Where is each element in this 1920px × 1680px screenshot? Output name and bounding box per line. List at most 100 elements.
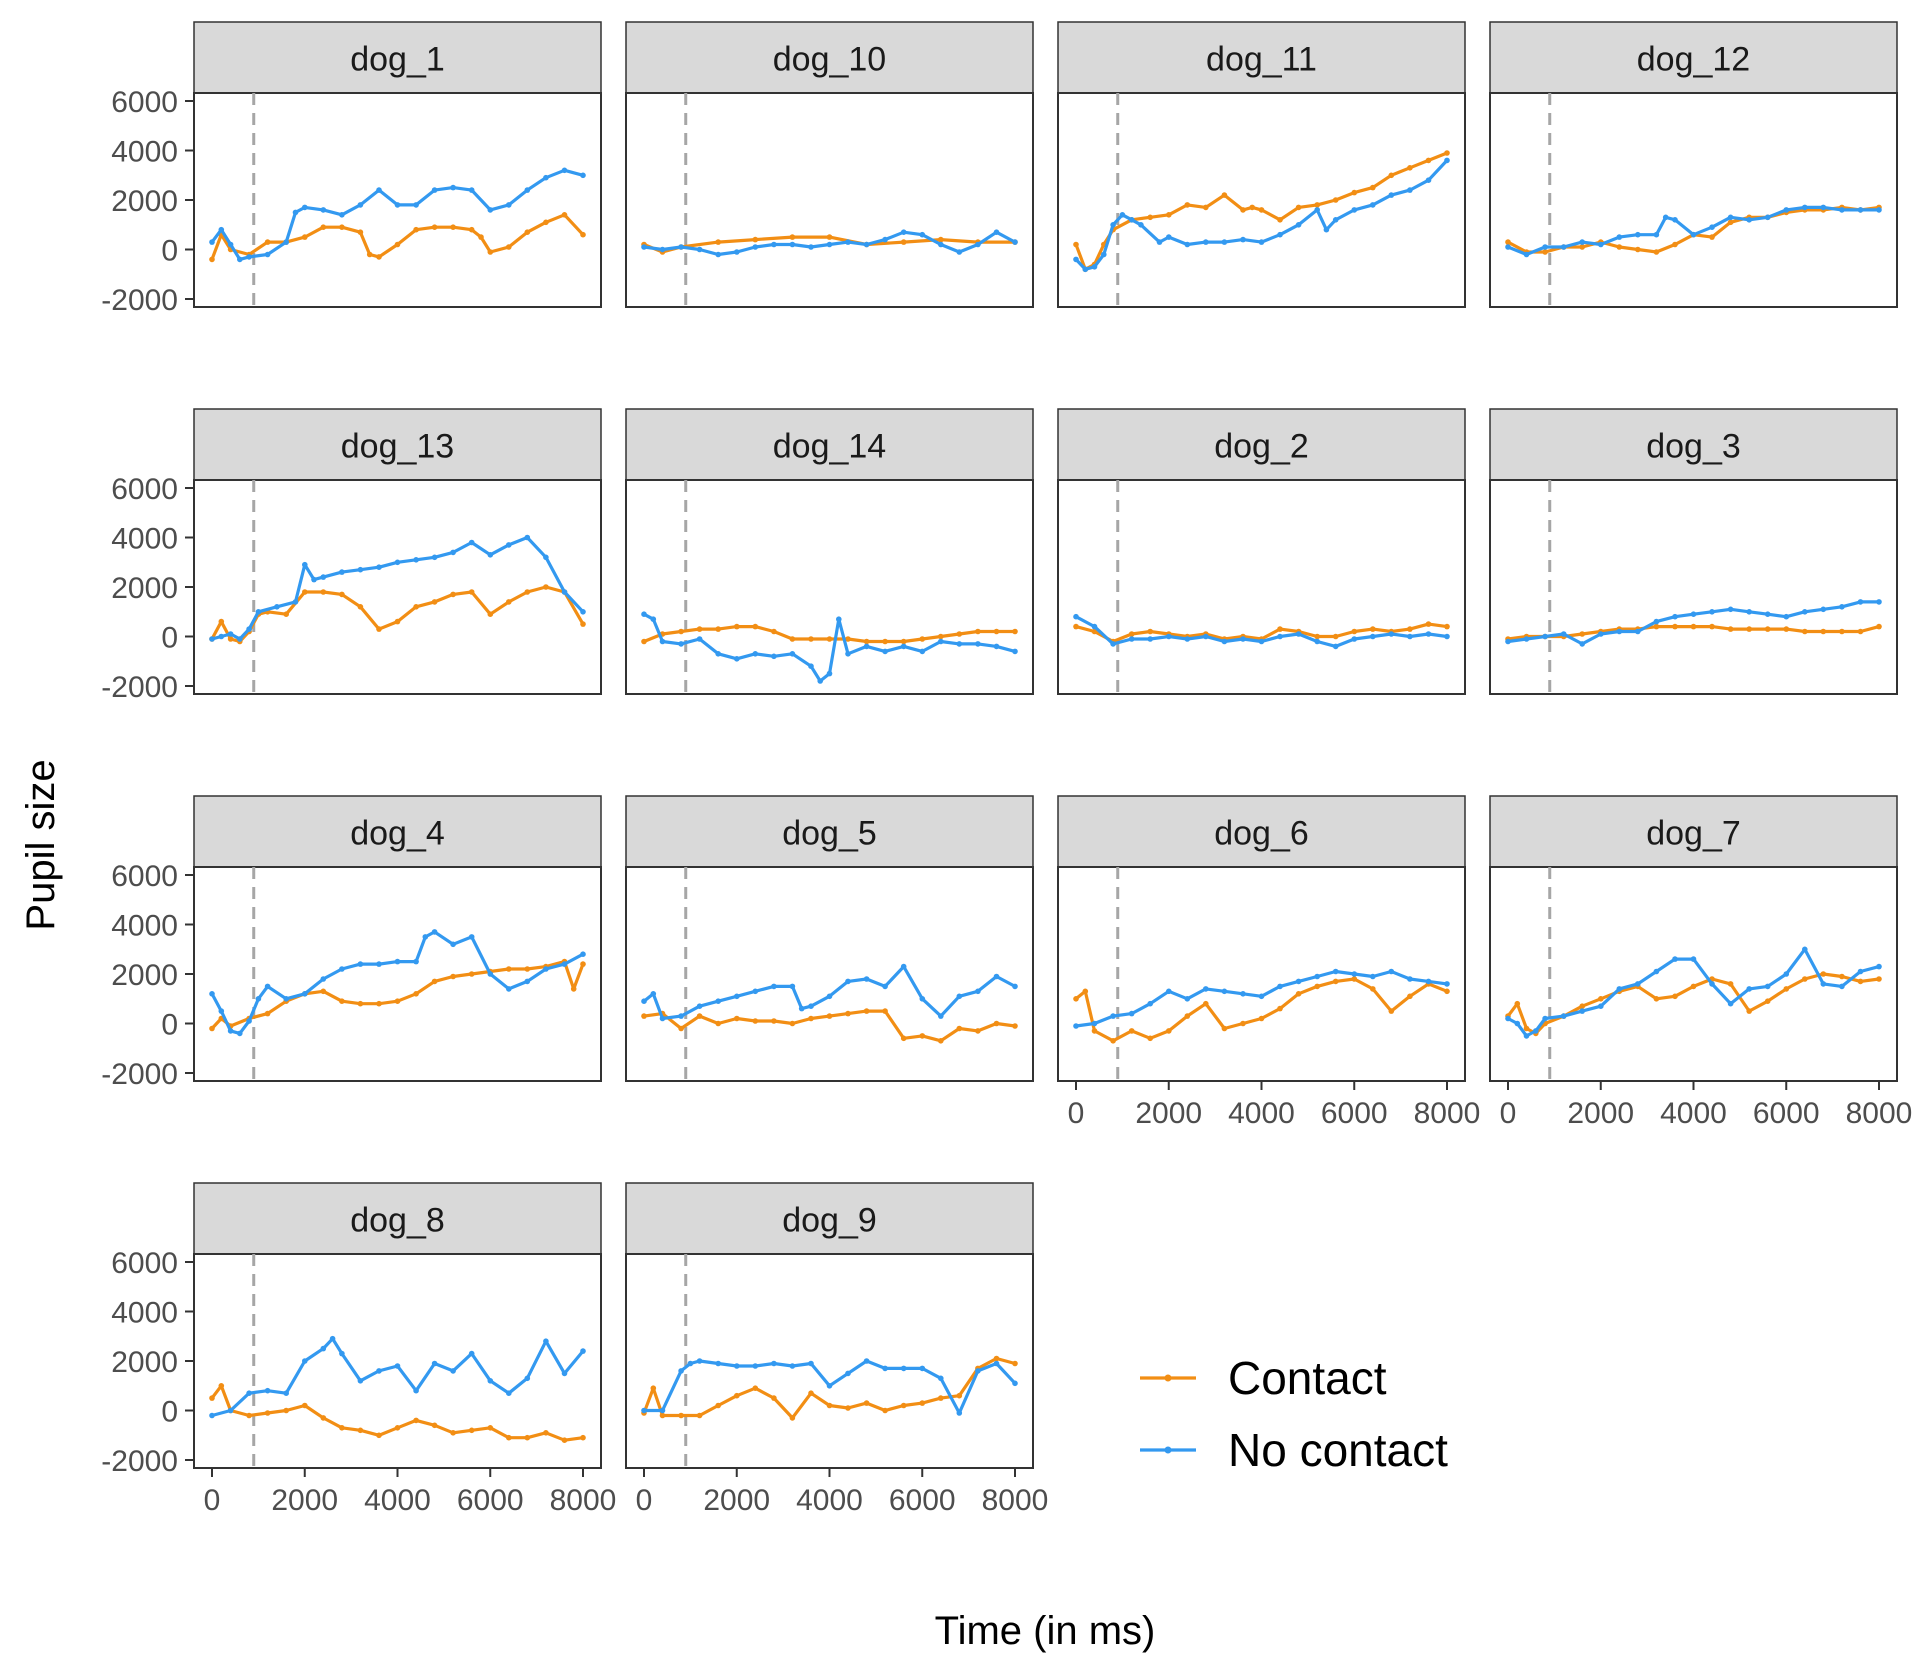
- data-point: [394, 202, 401, 208]
- data-point: [1184, 241, 1191, 248]
- data-point: [561, 1437, 568, 1443]
- x-axis-title: Time (in ms): [935, 1609, 1156, 1653]
- data-point: [808, 1003, 814, 1009]
- data-point: [1101, 251, 1107, 258]
- data-point: [237, 1030, 243, 1037]
- data-point: [506, 986, 512, 992]
- data-point: [339, 966, 345, 972]
- data-point: [1746, 609, 1752, 615]
- data-point: [357, 604, 364, 610]
- data-point: [450, 941, 456, 948]
- data-point: [292, 209, 299, 216]
- data-point: [450, 1430, 456, 1436]
- data-point: [580, 621, 586, 627]
- data-point: [1110, 222, 1116, 228]
- data-point: [1128, 636, 1135, 642]
- data-point: [696, 1003, 703, 1009]
- data-point: [1147, 636, 1153, 642]
- data-point: [209, 1025, 215, 1032]
- data-point: [1653, 996, 1660, 1002]
- facet-strip: [193, 21, 602, 94]
- y-tick-label: -2000: [101, 1445, 178, 1478]
- y-tick-label: 0: [161, 1396, 178, 1429]
- data-point: [659, 1015, 666, 1022]
- data-point: [1091, 1020, 1098, 1027]
- data-point: [255, 996, 262, 1002]
- y-axis-title: Pupil size: [19, 759, 63, 930]
- data-point: [209, 991, 215, 997]
- data-point: [561, 589, 568, 595]
- data-point: [580, 951, 586, 957]
- data-point: [993, 1020, 1000, 1027]
- x-tick-label: 6000: [1753, 1097, 1820, 1130]
- x-tick-label: 6000: [457, 1484, 524, 1517]
- data-point: [255, 609, 262, 615]
- data-point: [468, 971, 475, 977]
- data-point: [1277, 633, 1283, 640]
- data-point: [1560, 1013, 1567, 1019]
- data-point: [302, 1358, 308, 1364]
- data-point: [1802, 628, 1808, 635]
- data-point: [1690, 231, 1697, 238]
- facet-strip-label: dog_1: [350, 41, 445, 79]
- data-point: [1876, 976, 1882, 982]
- data-point: [975, 988, 981, 995]
- facet-panels: dog_1 -2000 0 2000 4000 6000 dog_10 dog_11 dog_1…: [101, 21, 1912, 1517]
- data-point: [357, 1000, 364, 1007]
- data-point: [246, 1412, 252, 1419]
- data-point: [376, 1432, 382, 1439]
- data-point: [826, 670, 833, 677]
- data-point: [789, 983, 796, 990]
- facet-strip: [625, 1182, 1034, 1255]
- data-point: [1505, 638, 1511, 645]
- data-point: [543, 1430, 549, 1436]
- data-point: [302, 204, 308, 211]
- data-point: [650, 616, 657, 622]
- data-point: [431, 1422, 438, 1429]
- data-point: [678, 628, 684, 635]
- data-point: [845, 651, 851, 657]
- data-point: [543, 966, 549, 972]
- data-point: [1012, 1360, 1018, 1367]
- data-point: [1184, 996, 1191, 1002]
- data-point: [1635, 981, 1641, 987]
- data-point: [1820, 606, 1827, 613]
- data-point: [1277, 626, 1283, 632]
- data-point: [246, 1390, 252, 1396]
- data-point: [808, 244, 814, 250]
- data-point: [1783, 626, 1790, 632]
- data-point: [1370, 986, 1376, 992]
- data-point: [1184, 1013, 1191, 1019]
- data-point: [1764, 611, 1771, 617]
- data-point: [1598, 1003, 1604, 1009]
- data-point: [543, 584, 549, 590]
- data-point: [524, 229, 531, 235]
- data-point: [468, 226, 475, 233]
- data-point: [975, 1028, 981, 1034]
- facet-panel: dog_14: [625, 408, 1034, 695]
- facet-strip-label: dog_2: [1214, 428, 1309, 466]
- data-point: [975, 641, 981, 647]
- data-point: [431, 599, 438, 605]
- data-point: [413, 202, 419, 208]
- data-point: [561, 212, 568, 218]
- data-point: [1783, 613, 1790, 620]
- data-point: [1091, 628, 1098, 635]
- data-point: [641, 638, 647, 645]
- data-point: [993, 229, 1000, 235]
- y-tick-label: 6000: [111, 860, 178, 893]
- data-point: [1783, 207, 1790, 213]
- data-point: [1082, 266, 1089, 273]
- data-point: [900, 638, 907, 645]
- data-point: [506, 599, 512, 605]
- y-tick-label: 6000: [111, 473, 178, 506]
- data-point: [1128, 631, 1135, 637]
- data-point: [450, 973, 456, 980]
- data-point: [1258, 1015, 1265, 1022]
- data-point: [771, 241, 777, 248]
- data-point: [1598, 996, 1604, 1002]
- data-point: [1653, 249, 1660, 255]
- data-point: [302, 234, 308, 240]
- data-point: [1323, 226, 1330, 233]
- data-point: [413, 1417, 419, 1424]
